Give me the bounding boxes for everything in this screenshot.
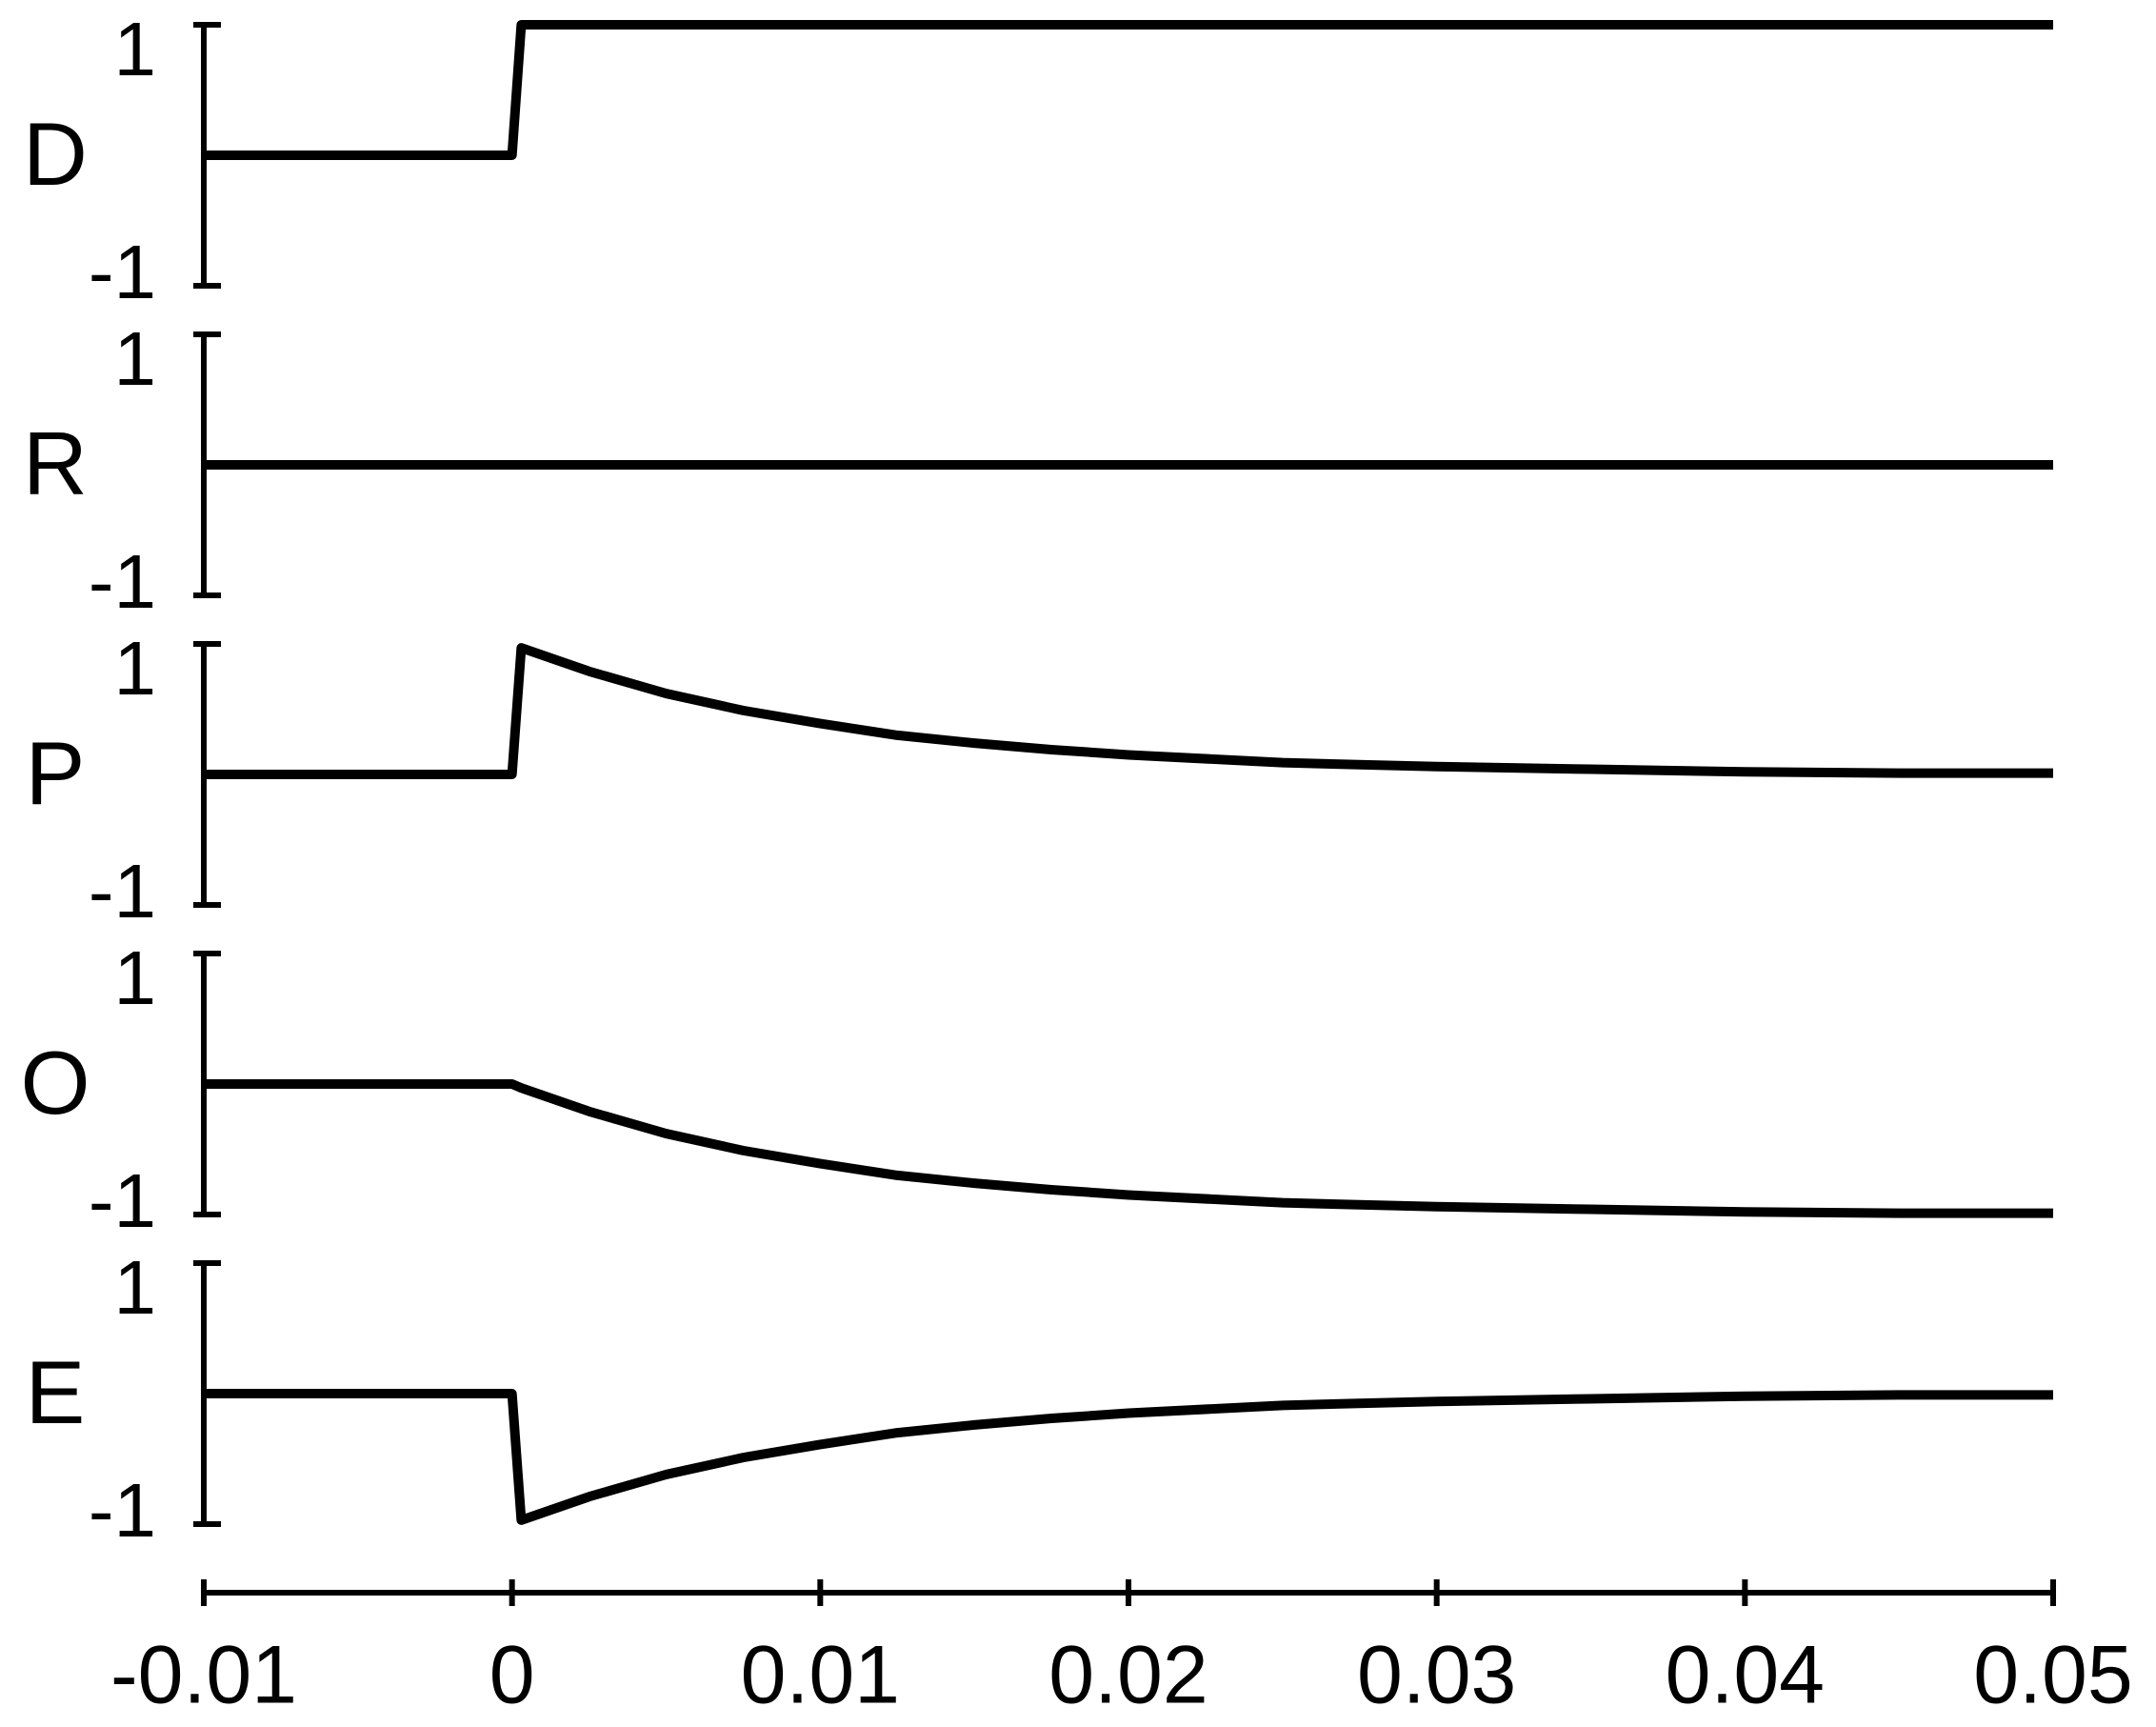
x-tick-label: 0.02 [1048, 1630, 1208, 1721]
series-line [204, 1079, 2053, 1218]
x-tick-label: 0.01 [741, 1630, 900, 1721]
series-line [204, 1389, 2053, 1525]
x-tick-label: 0.04 [1666, 1630, 1825, 1721]
series-line [204, 643, 2053, 779]
series-label: E [26, 1342, 86, 1442]
y-tick-label: -1 [89, 849, 156, 934]
series-label: D [23, 104, 88, 204]
series-line [204, 20, 2053, 160]
x-tick-label: 0.05 [1973, 1630, 2132, 1721]
x-tick-label: -0.01 [110, 1630, 297, 1721]
x-tick-label: 0.03 [1357, 1630, 1516, 1721]
series-label: O [20, 1033, 90, 1133]
x-tick-label: 0 [489, 1630, 535, 1721]
y-tick-label: -1 [89, 1468, 156, 1553]
y-tick-label: 1 [114, 1245, 157, 1330]
series-label: R [23, 413, 88, 513]
y-tick-label: 1 [114, 626, 157, 711]
y-tick-label: -1 [89, 539, 156, 624]
y-tick-label: 1 [114, 935, 157, 1020]
y-tick-label: 1 [114, 316, 157, 401]
y-tick-label: -1 [89, 230, 156, 314]
series-label: P [26, 723, 86, 823]
y-tick-label: 1 [114, 7, 157, 91]
y-tick-label: -1 [89, 1158, 156, 1243]
